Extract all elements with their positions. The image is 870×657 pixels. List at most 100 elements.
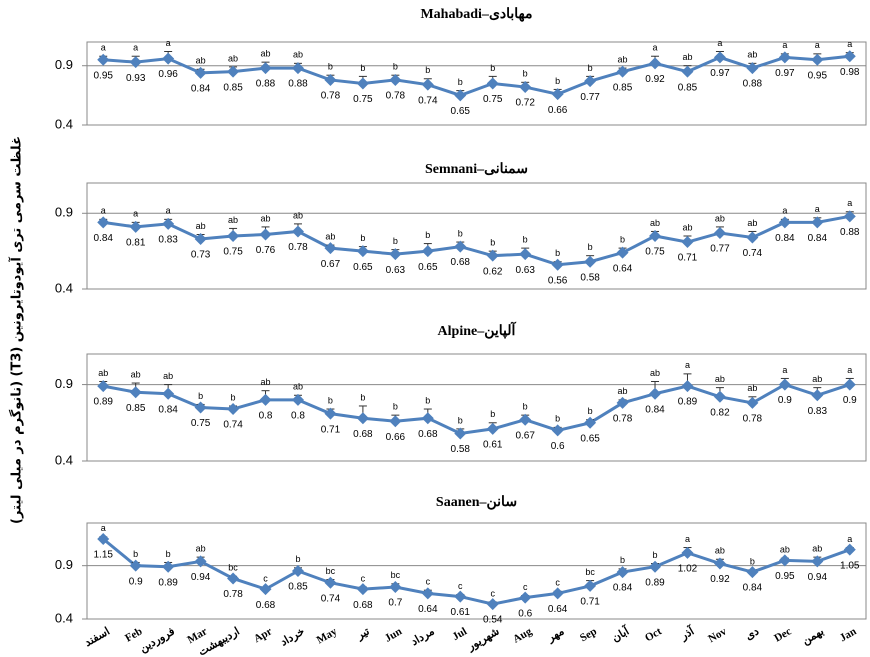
significance-letter: ab — [812, 374, 822, 384]
value-label: 0.85 — [126, 403, 146, 414]
x-tick-label: Dec — [772, 625, 793, 644]
y-tick-label: 0.9 — [55, 376, 73, 391]
value-label: 0.84 — [613, 583, 633, 594]
value-label: 0.65 — [580, 433, 600, 444]
marker — [778, 216, 791, 229]
value-label: 1.02 — [678, 564, 698, 575]
significance-letter: a — [133, 43, 138, 53]
significance-letter: b — [425, 395, 430, 405]
significance-letter: a — [101, 523, 106, 533]
significance-letter: b — [555, 248, 560, 258]
value-label: 0.62 — [483, 266, 503, 277]
value-label: 0.83 — [808, 406, 828, 417]
marker — [616, 566, 629, 579]
significance-letter: a — [101, 206, 106, 216]
significance-letter: ab — [812, 544, 822, 554]
significance-letter: b — [360, 392, 365, 402]
marker — [778, 51, 791, 64]
x-tick-label: Jul — [450, 625, 469, 643]
marker — [454, 240, 467, 253]
marker — [421, 587, 434, 600]
marker — [811, 53, 824, 66]
value-label: 0.71 — [580, 597, 600, 608]
marker — [129, 220, 142, 233]
marker — [811, 216, 824, 229]
marker — [551, 88, 564, 101]
marker — [551, 587, 564, 600]
significance-letter: ab — [293, 50, 303, 60]
value-label: 0.78 — [223, 589, 243, 600]
significance-letter: a — [847, 365, 852, 375]
significance-letter: c — [426, 577, 431, 587]
significance-letter: bc — [326, 566, 336, 576]
x-tick-label: آذر — [677, 623, 697, 643]
significance-letter: b — [133, 549, 138, 559]
y-tick-label: 0.9 — [55, 557, 73, 572]
marker — [843, 543, 856, 556]
value-label: 0.63 — [386, 265, 406, 276]
significance-letter: a — [101, 43, 106, 53]
series-line — [102, 537, 851, 606]
x-tick-label: Jan — [838, 625, 859, 644]
significance-letter: a — [133, 209, 138, 219]
value-label: 0.84 — [743, 583, 763, 594]
marker — [259, 393, 272, 406]
marker — [97, 380, 110, 393]
value-label: 0.56 — [548, 275, 568, 286]
value-label: 0.75 — [353, 94, 373, 105]
significance-letter: b — [620, 234, 625, 244]
value-label: 0.68 — [353, 429, 373, 440]
value-label: 0.63 — [515, 265, 535, 276]
significance-letter: bc — [228, 563, 238, 573]
significance-letter: bc — [391, 570, 401, 580]
marker — [291, 225, 304, 238]
value-label: 0.76 — [256, 245, 276, 256]
value-label: 0.74 — [223, 420, 243, 431]
significance-letter: ab — [196, 221, 206, 231]
significance-letter: ab — [325, 231, 335, 241]
y-tick-label: 0.4 — [55, 116, 73, 131]
value-label: 0.7 — [388, 598, 402, 609]
x-tick-label: فروردین — [138, 625, 177, 655]
value-label: 0.78 — [613, 414, 633, 425]
significance-letter: a — [782, 206, 787, 216]
value-label: 0.68 — [353, 600, 373, 611]
series-line — [102, 382, 851, 436]
x-tick-label: مرداد — [409, 625, 437, 648]
value-label: 1.15 — [93, 550, 113, 561]
significance-letter: ab — [682, 222, 692, 232]
value-label: 0.68 — [418, 429, 438, 440]
significance-letter: ab — [196, 544, 206, 554]
marker — [843, 378, 856, 391]
significance-letter: bc — [585, 567, 595, 577]
significance-letter: a — [847, 534, 852, 544]
significance-letter: b — [458, 77, 463, 87]
value-label: 0.89 — [93, 397, 113, 408]
value-label: 0.75 — [483, 94, 503, 105]
value-label: 0.97 — [710, 68, 730, 79]
marker — [584, 579, 597, 592]
significance-letter: c — [263, 573, 268, 583]
marker — [649, 230, 662, 242]
x-tick-label: خرداد — [278, 625, 306, 648]
significance-letter: ab — [261, 213, 271, 223]
marker — [356, 77, 369, 90]
value-label: 0.78 — [321, 91, 341, 102]
marker — [681, 65, 694, 78]
marker — [194, 66, 207, 79]
value-label: 0.6 — [518, 608, 532, 619]
value-label: 0.92 — [710, 574, 730, 585]
significance-letter: b — [393, 62, 398, 72]
value-label: 0.78 — [288, 242, 308, 253]
value-label: 0.9 — [778, 395, 792, 406]
significance-letter: b — [620, 555, 625, 565]
significance-letter: ab — [715, 213, 725, 223]
marker — [649, 387, 662, 400]
significance-letter: b — [490, 238, 495, 248]
significance-letter: a — [815, 204, 820, 214]
value-label: 0.96 — [158, 69, 178, 80]
marker — [227, 230, 240, 242]
marker — [843, 50, 856, 63]
value-label: 0.65 — [418, 262, 438, 273]
x-tick-label: مهر — [545, 625, 567, 644]
